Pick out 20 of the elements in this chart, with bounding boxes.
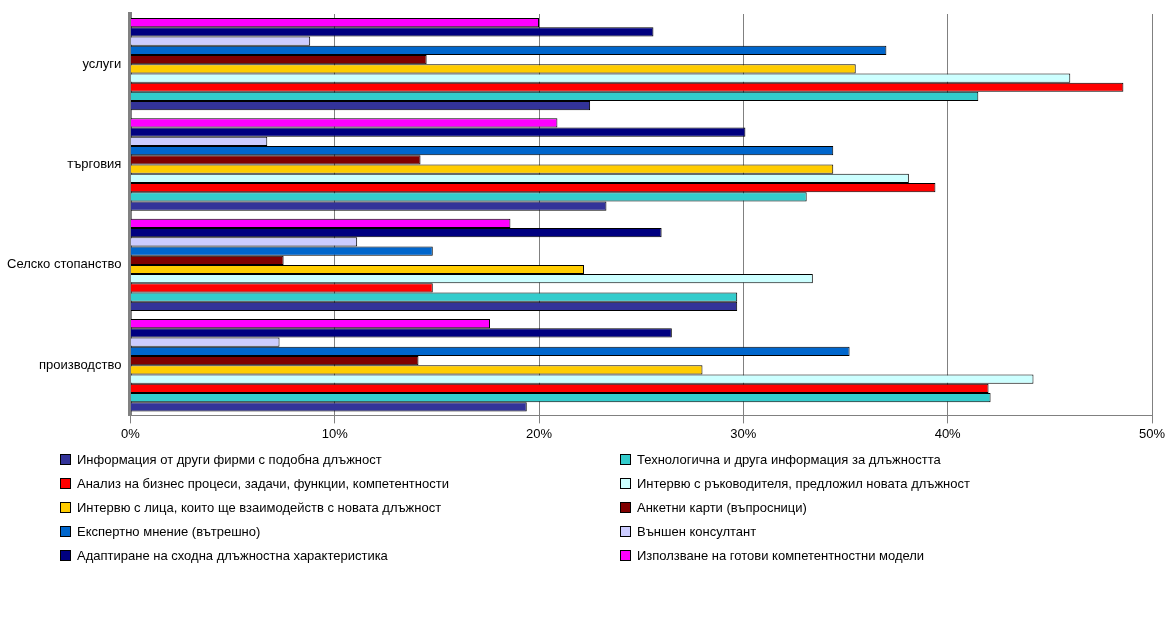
y-tick-label: Селско стопанство (6, 256, 122, 272)
legend-label: Технологична и друга информация за длъжността (637, 452, 941, 467)
x-tick-label: 10% (321, 425, 349, 441)
x-tick-label: 40% (934, 425, 962, 441)
x-tick-label: 20% (526, 425, 553, 441)
x-tick-label: 0% (120, 425, 141, 441)
legend-label: Информация от други фирми с подобна длъжност (77, 452, 382, 467)
legend-label: Анкетни карти (въпросници) (637, 500, 807, 515)
legend-label: Външен консултант (637, 524, 757, 539)
legend-label: Анализ на бизнес процеси, задачи, функции, компетентности (77, 476, 449, 491)
legend-label: Интервю с лица, които ще взаимодейств с новата длъжност (77, 500, 442, 515)
x-tick-label: 30% (730, 425, 757, 441)
y-tick-label: производство (38, 356, 122, 372)
legend-label: Експертно мнение (вътрешно) (77, 524, 261, 539)
y-tick-label: търговия (67, 156, 122, 172)
legend-label: Адаптиране на сходна длъжностна характеристика (77, 548, 388, 563)
x-tick-label: 50% (1138, 425, 1166, 441)
legend-label: Използване на готови компетентностни модели (637, 548, 925, 563)
legend-label: Интервю с ръководителя, предложил новата длъжност (637, 476, 970, 491)
y-tick-label: услуги (82, 55, 122, 71)
